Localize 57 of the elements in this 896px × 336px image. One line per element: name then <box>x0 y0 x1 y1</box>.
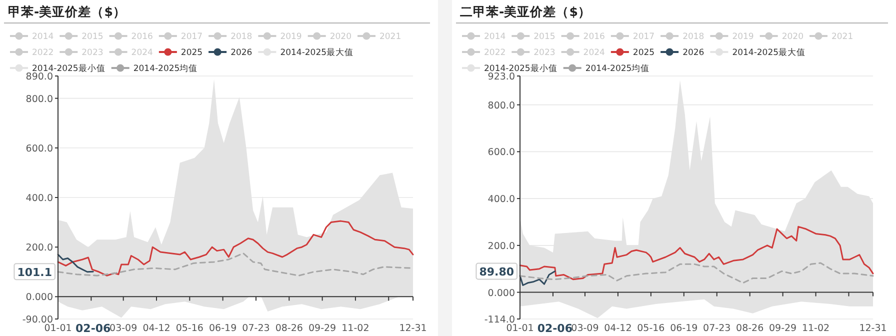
line-series <box>519 270 556 286</box>
y-tick-label: 0.000 <box>26 292 53 304</box>
legend-label: 2026 <box>682 48 704 58</box>
annotation: 89.80 <box>479 266 514 279</box>
x-tick-label: 04-12 <box>142 323 170 334</box>
line-series <box>519 226 874 280</box>
y-tick-label: 923.0 <box>488 72 515 82</box>
y-tick-label: 890.0 <box>26 72 53 82</box>
x-tick-label: 04-12 <box>604 323 632 334</box>
annotation: 89.80 <box>476 262 518 280</box>
text: 02-06 <box>537 322 573 335</box>
x-tick-label: 06-19 <box>209 323 237 334</box>
line-series <box>519 262 874 284</box>
y-tick-label: 400.0 <box>488 194 515 206</box>
x-tick-label: 08-26 <box>736 323 764 334</box>
legend-label: 2014-2025最小值 <box>484 63 558 74</box>
legend-label: 2014-2025均值 <box>585 63 650 74</box>
chart-title: 甲苯-美亚价差（$） <box>8 4 126 19</box>
x-tick-label: 11-02 <box>342 323 370 334</box>
x-tick-label: 03-09 <box>571 323 599 334</box>
x-tick-label: 07-23 <box>242 323 270 334</box>
y-tick-label: 200.0 <box>488 240 515 252</box>
x-tick-label: 08-26 <box>275 323 303 334</box>
line-series <box>57 220 414 276</box>
y-tick-label: 600.0 <box>26 143 53 154</box>
y-tick-label: 0.000 <box>488 288 515 299</box>
text: 02-06 <box>76 322 112 335</box>
x-tick-label: 01-01 <box>44 323 72 334</box>
y-tick-label: -90.00 <box>22 314 53 326</box>
legend-label: 2025 <box>632 48 655 58</box>
x-tick-label: 12-31 <box>399 323 427 334</box>
x-tick-label: 05-16 <box>637 323 665 334</box>
legend-label: 2014-2025最大值 <box>732 47 806 58</box>
legend-label: 2014-2025最小值 <box>32 63 106 74</box>
line-series <box>57 254 94 273</box>
y-tick-label: 600.0 <box>488 147 515 158</box>
annotation: 101.1 <box>17 266 52 280</box>
x-tick-label: 07-23 <box>703 323 731 334</box>
x-tick-label: 09-29 <box>769 323 797 334</box>
chart-title: 二甲苯-美亚价差（$） <box>460 4 591 19</box>
y-tick-label: -114.0 <box>484 314 515 326</box>
x-tick-label: 06-19 <box>670 323 698 334</box>
y-tick-label: 800.0 <box>488 100 515 112</box>
legend-label: 2014-2025最大值 <box>280 47 354 58</box>
y-tick-label: 400.0 <box>26 193 53 204</box>
legend-label: 2014-2025均值 <box>133 63 198 74</box>
x-tick-label: 12-31 <box>859 323 887 334</box>
annotation: 101.1 <box>14 263 56 280</box>
y-tick-label: 200.0 <box>26 242 53 254</box>
x-tick-label: 05-16 <box>176 323 204 334</box>
x-tick-label: 03-09 <box>110 323 138 334</box>
x-tick-label: 09-29 <box>308 323 336 334</box>
legend-label: 2026 <box>230 48 252 58</box>
x-tick-label: 11-02 <box>802 323 830 334</box>
legend-label: 2025 <box>180 48 203 58</box>
y-tick-label: 800.0 <box>26 94 53 105</box>
x-tick-label: 01-01 <box>506 323 534 334</box>
